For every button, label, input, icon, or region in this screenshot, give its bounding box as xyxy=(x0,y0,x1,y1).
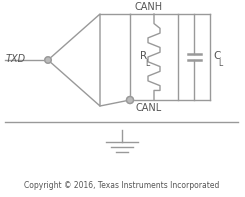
Text: CANL: CANL xyxy=(135,103,161,113)
Text: L: L xyxy=(218,59,222,68)
Text: TXD: TXD xyxy=(6,54,26,64)
Text: CANH: CANH xyxy=(134,2,162,12)
Circle shape xyxy=(126,97,134,103)
Text: R: R xyxy=(140,51,147,61)
Text: Copyright © 2016, Texas Instruments Incorporated: Copyright © 2016, Texas Instruments Inco… xyxy=(24,181,220,190)
Circle shape xyxy=(45,57,51,63)
Text: L: L xyxy=(145,59,149,68)
Text: C: C xyxy=(213,51,220,61)
